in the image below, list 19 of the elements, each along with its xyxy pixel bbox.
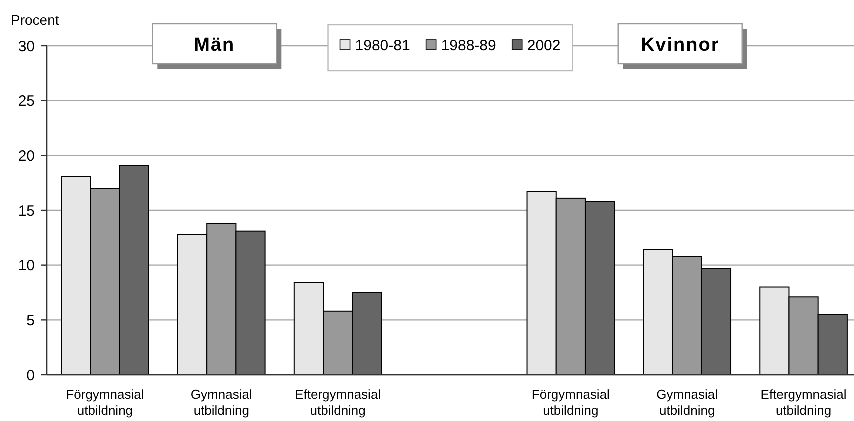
legend-label: 1988-89 [441,37,496,54]
y-tick-label: 20 [18,148,35,165]
x-tick-label: Eftergymnasial utbildning [295,387,382,418]
y-axis-title: Procent [11,12,60,28]
x-tick-label: Gymnasial utbildning [190,387,252,418]
y-tick-label: 0 [26,367,35,384]
y-tick-label: 25 [18,93,35,110]
annotation: Kvinnor [640,34,720,56]
y-tick-label: 10 [18,258,35,275]
x-tick-label: Eftergymnasial utbildning [760,387,847,418]
y-tick-label: 30 [18,38,35,56]
x-tick-label: Förgymnasial utbildning [532,387,610,418]
y-tick-label: 15 [18,202,35,220]
annotation: Män [194,34,236,56]
x-tick-label: Förgymnasial utbildning [66,387,144,418]
legend-label: 1980-81 [355,37,410,54]
x-tick-label: Gymnasial utbildning [656,387,718,418]
y-tick-label: 5 [26,312,35,330]
legend-label: 2002 [527,37,561,54]
